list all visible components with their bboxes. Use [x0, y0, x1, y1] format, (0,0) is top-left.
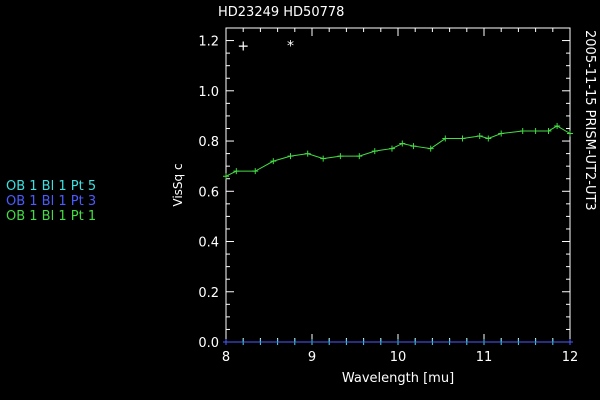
legend-entry: OB 1 Bl 1 Pt 5 — [6, 179, 96, 194]
data-point — [532, 127, 539, 134]
data-point — [388, 145, 395, 152]
plot-marker: + — [237, 39, 249, 55]
x-tick-label: 8 — [222, 350, 230, 365]
y-tick-label: 0.2 — [198, 286, 219, 301]
y-axis-label: VisSq c — [171, 163, 185, 206]
data-point — [287, 153, 294, 160]
data-point — [223, 173, 229, 180]
data-point — [223, 339, 229, 345]
data-point — [233, 168, 240, 175]
legend: OB 1 Bl 1 Pt 5OB 1 Bl 1 Pt 3OB 1 Bl 1 Pt… — [6, 179, 96, 224]
chart-title: HD23249 HD50778 — [218, 5, 344, 20]
data-point — [442, 135, 449, 142]
data-point — [567, 339, 573, 345]
x-tick-label: 11 — [476, 350, 493, 365]
observation-label: 2005-11-15 PRISM-UT2-UT3 — [582, 30, 597, 211]
legend-entry: OB 1 Bl 1 Pt 3 — [6, 194, 96, 209]
plot-marker: * — [287, 39, 294, 55]
x-axis-label: Wavelength [mu] — [342, 371, 454, 386]
series-layer: + * — [223, 39, 573, 345]
data-point — [545, 127, 552, 134]
data-point — [554, 122, 561, 129]
plot-frame — [225, 27, 571, 343]
data-point — [320, 155, 327, 162]
data-point — [356, 153, 363, 160]
legend-entry: OB 1 Bl 1 Pt 1 — [6, 209, 96, 224]
data-point — [371, 148, 378, 155]
y-tick-label: 0.4 — [198, 236, 219, 251]
x-tick-label: 12 — [562, 350, 579, 365]
x-tick-label: 10 — [390, 350, 407, 365]
data-point — [410, 143, 417, 150]
data-point — [399, 140, 406, 147]
data-point — [485, 135, 492, 142]
series-line — [225, 125, 571, 177]
data-point — [337, 153, 344, 160]
y-tick-label: 1.2 — [198, 35, 219, 50]
data-point — [304, 150, 311, 157]
data-point — [427, 145, 434, 152]
y-tick-label: 1.0 — [198, 85, 219, 100]
axis-ticks: 8 9 10 11 12 0.0 0.2 0.4 0.6 0.8 1.0 1.2 — [198, 27, 579, 365]
data-point — [476, 133, 483, 140]
data-point — [270, 158, 277, 165]
data-point — [252, 168, 259, 175]
y-tick-label: 0.6 — [198, 185, 219, 200]
data-point — [459, 135, 466, 142]
data-point — [498, 130, 505, 137]
y-tick-label: 0.8 — [198, 135, 219, 150]
x-tick-label: 9 — [308, 350, 316, 365]
data-point — [519, 127, 526, 134]
data-point — [567, 130, 573, 137]
y-tick-label: 0.0 — [198, 336, 219, 351]
